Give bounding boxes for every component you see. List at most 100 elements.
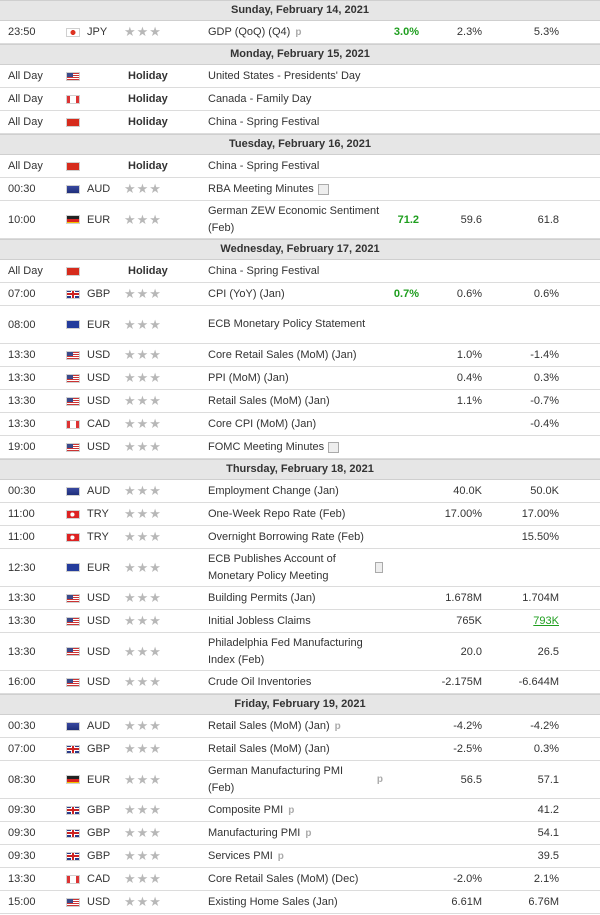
event-name[interactable]: China - Spring Festival: [208, 155, 383, 177]
event-name[interactable]: German ZEW Economic Sentiment (Feb): [208, 201, 383, 238]
event-name-text[interactable]: RBA Meeting Minutes: [208, 182, 314, 195]
event-name-text[interactable]: CPI (YoY) (Jan): [208, 287, 285, 300]
us-flag-icon: [66, 647, 80, 656]
event-row[interactable]: 15:00 USD ★★★ Existing Home Sales (Jan) 6.61…: [0, 891, 600, 914]
event-name-text[interactable]: Crude Oil Inventories: [208, 675, 312, 688]
event-row[interactable]: All Day Holiday Canada - Family Day: [0, 88, 600, 111]
event-name[interactable]: RBA Meeting Minutes: [208, 178, 383, 200]
event-row[interactable]: 13:30 USD ★★★ Building Permits (Jan) 1.678M 1…: [0, 587, 600, 610]
event-row[interactable]: 08:00 EUR ★★★ ECB Monetary Policy Statement: [0, 306, 600, 344]
event-name[interactable]: Core Retail Sales (MoM) (Jan): [208, 344, 383, 366]
event-name-text[interactable]: Core Retail Sales (MoM) (Dec): [208, 872, 359, 885]
event-name-text[interactable]: Canada - Family Day: [208, 92, 312, 105]
event-row[interactable]: All Day Holiday China - Spring Festival: [0, 260, 600, 283]
event-name-text[interactable]: Retail Sales (MoM) (Jan): [208, 394, 330, 407]
event-name-text[interactable]: Retail Sales (MoM) (Jan): [208, 742, 330, 755]
event-name[interactable]: German Manufacturing PMI (Feb) p: [208, 761, 383, 798]
event-name[interactable]: ECB Publishes Account of Monetary Policy…: [208, 549, 383, 586]
event-name[interactable]: GDP (QoQ) (Q4) p: [208, 21, 383, 43]
event-name[interactable]: CPI (YoY) (Jan): [208, 283, 383, 305]
event-row[interactable]: 09:30 GBP ★★★ Manufacturing PMI p 54.1: [0, 822, 600, 845]
event-name[interactable]: Existing Home Sales (Jan): [208, 891, 383, 913]
event-row[interactable]: 08:30 EUR ★★★ German Manufacturing PMI (Feb…: [0, 761, 600, 799]
document-icon[interactable]: [317, 183, 329, 195]
event-name-text[interactable]: FOMC Meeting Minutes: [208, 440, 325, 453]
preliminary-icon: p: [295, 26, 302, 38]
event-time: 00:30: [8, 183, 36, 195]
event-name[interactable]: Philadelphia Fed Manufacturing Index (Fe…: [208, 633, 383, 670]
event-row[interactable]: 11:00 TRY ★★★ Overnight Borrowing Rate (Feb…: [0, 526, 600, 549]
event-row[interactable]: All Day Holiday China - Spring Festival: [0, 111, 600, 134]
event-row[interactable]: 07:00 GBP ★★★ Retail Sales (MoM) (Jan) -2.5%…: [0, 738, 600, 761]
event-name[interactable]: Composite PMI p: [208, 799, 383, 821]
event-name-text[interactable]: German Manufacturing PMI (Feb): [208, 764, 344, 794]
event-name[interactable]: Core CPI (MoM) (Jan): [208, 413, 383, 435]
event-name[interactable]: Retail Sales (MoM) (Jan): [208, 390, 383, 412]
event-row[interactable]: 13:30 USD ★★★ Retail Sales (MoM) (Jan) 1.1% -…: [0, 390, 600, 413]
event-name[interactable]: Manufacturing PMI p: [208, 822, 383, 844]
event-row[interactable]: 16:00 USD ★★★ Crude Oil Inventories -2.175M -…: [0, 671, 600, 694]
event-name[interactable]: Canada - Family Day: [208, 88, 383, 110]
event-name[interactable]: Retail Sales (MoM) (Jan) p: [208, 715, 383, 737]
event-name[interactable]: United States - Presidents' Day: [208, 65, 383, 87]
event-name-text[interactable]: Core Retail Sales (MoM) (Jan): [208, 348, 357, 361]
event-name-text[interactable]: Services PMI: [208, 849, 273, 862]
event-name-text[interactable]: Philadelphia Fed Manufacturing Index (Fe…: [208, 636, 363, 666]
event-row[interactable]: 13:30 USD ★★★ PPI (MoM) (Jan) 0.4% 0.3%: [0, 367, 600, 390]
event-name-text[interactable]: One-Week Repo Rate (Feb): [208, 507, 346, 520]
event-row[interactable]: 19:00 USD ★★★ FOMC Meeting Minutes: [0, 436, 600, 459]
event-row[interactable]: 13:30 CAD ★★★ Core Retail Sales (MoM) (Dec)…: [0, 868, 600, 891]
event-name-text[interactable]: Composite PMI: [208, 803, 284, 816]
event-name[interactable]: Services PMI p: [208, 845, 383, 867]
event-name-text[interactable]: China - Spring Festival: [208, 159, 320, 172]
event-name[interactable]: China - Spring Festival: [208, 260, 383, 282]
event-row[interactable]: 13:30 USD ★★★ Initial Jobless Claims 765K 793…: [0, 610, 600, 633]
event-row[interactable]: All Day Holiday China - Spring Festival: [0, 155, 600, 178]
document-icon[interactable]: [375, 562, 383, 573]
event-name-text[interactable]: Manufacturing PMI: [208, 826, 301, 839]
event-name[interactable]: China - Spring Festival: [208, 111, 383, 133]
event-row[interactable]: 00:30 AUD ★★★ Retail Sales (MoM) (Jan) p -4.2…: [0, 715, 600, 738]
event-row[interactable]: All Day Holiday United States - Presidents…: [0, 65, 600, 88]
event-name-text[interactable]: PPI (MoM) (Jan): [208, 371, 289, 384]
event-row[interactable]: 23:50 JPY ★★★ GDP (QoQ) (Q4) p 3.0% 2.3% 5.3%: [0, 21, 600, 44]
event-name[interactable]: Employment Change (Jan): [208, 480, 383, 502]
event-name-text[interactable]: Core CPI (MoM) (Jan): [208, 417, 317, 430]
event-row[interactable]: 13:30 USD ★★★ Philadelphia Fed Manufacturin…: [0, 633, 600, 671]
event-name[interactable]: Core Retail Sales (MoM) (Dec): [208, 868, 383, 890]
event-row[interactable]: 13:30 USD ★★★ Core Retail Sales (MoM) (Jan)…: [0, 344, 600, 367]
event-name[interactable]: Crude Oil Inventories: [208, 671, 383, 693]
event-name[interactable]: Building Permits (Jan): [208, 587, 383, 609]
event-row[interactable]: 07:00 GBP ★★★ CPI (YoY) (Jan) 0.7% 0.6% 0.6%: [0, 283, 600, 306]
event-name[interactable]: Retail Sales (MoM) (Jan): [208, 738, 383, 760]
event-name-text[interactable]: Building Permits (Jan): [208, 591, 316, 604]
event-name-text[interactable]: Employment Change (Jan): [208, 484, 339, 497]
event-row[interactable]: 12:30 EUR ★★★ ECB Publishes Account of Mone…: [0, 549, 600, 587]
event-name[interactable]: ECB Monetary Policy Statement: [208, 306, 383, 343]
event-row[interactable]: 00:30 AUD ★★★ Employment Change (Jan) 40.0K 5…: [0, 480, 600, 503]
event-row[interactable]: 09:30 GBP ★★★ Services PMI p 39.5: [0, 845, 600, 868]
event-row[interactable]: 13:30 CAD ★★★ Core CPI (MoM) (Jan) -0.4%: [0, 413, 600, 436]
event-name-text[interactable]: China - Spring Festival: [208, 264, 320, 277]
document-icon[interactable]: [328, 441, 340, 453]
event-name-text[interactable]: ECB Publishes Account of Monetary Policy…: [208, 552, 336, 582]
event-row[interactable]: 00:30 AUD ★★★ RBA Meeting Minutes: [0, 178, 600, 201]
event-name[interactable]: FOMC Meeting Minutes: [208, 436, 383, 458]
event-name-text[interactable]: Retail Sales (MoM) (Jan): [208, 719, 330, 732]
event-name-text[interactable]: German ZEW Economic Sentiment (Feb): [208, 204, 380, 234]
event-row[interactable]: 10:00 EUR ★★★ German ZEW Economic Sentiment…: [0, 201, 600, 239]
event-name-text[interactable]: Initial Jobless Claims: [208, 614, 311, 627]
event-name[interactable]: One-Week Repo Rate (Feb): [208, 503, 383, 525]
gb-flag-icon: [66, 805, 80, 815]
event-row[interactable]: 09:30 GBP ★★★ Composite PMI p 41.2: [0, 799, 600, 822]
event-name-text[interactable]: ECB Monetary Policy Statement: [208, 318, 366, 330]
event-name-text[interactable]: China - Spring Festival: [208, 115, 320, 128]
event-name-text[interactable]: United States - Presidents' Day: [208, 69, 361, 82]
event-name-text[interactable]: Existing Home Sales (Jan): [208, 895, 338, 908]
event-row[interactable]: 11:00 TRY ★★★ One-Week Repo Rate (Feb) 17.00…: [0, 503, 600, 526]
event-name[interactable]: Initial Jobless Claims: [208, 610, 383, 632]
event-name[interactable]: PPI (MoM) (Jan): [208, 367, 383, 389]
event-name-text[interactable]: Overnight Borrowing Rate (Feb): [208, 530, 364, 543]
event-name[interactable]: Overnight Borrowing Rate (Feb): [208, 526, 383, 548]
event-name-text[interactable]: GDP (QoQ) (Q4): [208, 25, 291, 38]
